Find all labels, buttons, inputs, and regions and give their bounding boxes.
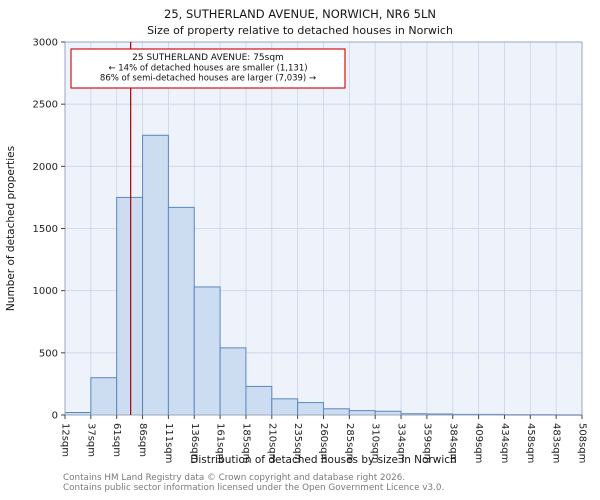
attribution-line-2: Contains public sector information licen… [63, 483, 445, 493]
y-axis-label: Number of detached properties [5, 146, 17, 311]
histogram-bar [142, 134, 169, 416]
histogram-bar [323, 408, 350, 416]
chart-subtitle: Size of property relative to detached ho… [147, 24, 453, 37]
x-tick-label: 111sqm [163, 423, 174, 463]
annotation-title: 25 SUTHERLAND AVENUE: 75sqm [132, 53, 284, 63]
histogram-bar [219, 347, 247, 416]
x-tick-label: 359sqm [421, 423, 432, 463]
x-tick-label: 434sqm [499, 423, 510, 463]
histogram-bar [167, 206, 195, 416]
x-tick-label: 384sqm [447, 423, 458, 463]
x-tick-label: 61sqm [111, 423, 122, 457]
histogram-bar [245, 385, 273, 416]
x-tick-label: 161sqm [215, 423, 226, 463]
x-axis-label: Distribution of detached houses by size … [190, 454, 456, 466]
histogram-bar [90, 377, 118, 416]
x-tick-label: 37sqm [85, 423, 96, 457]
y-tick-label: 1500 [33, 224, 58, 235]
x-tick-label: 285sqm [344, 423, 355, 463]
annotation-larger-line: 86% of semi-detached houses are larger (… [100, 74, 316, 84]
y-tick-label: 2000 [33, 162, 58, 173]
x-tick-label: 334sqm [396, 423, 407, 463]
y-tick-label: 3000 [33, 38, 58, 49]
x-tick-label: 458sqm [525, 423, 536, 463]
annotation-smaller-line: ← 14% of detached houses are smaller (1,… [108, 64, 307, 74]
x-tick-label: 260sqm [318, 423, 329, 463]
x-tick-label: 235sqm [292, 423, 303, 463]
x-tick-label: 483sqm [551, 423, 562, 463]
attribution-line-1: Contains HM Land Registry data © Crown c… [63, 473, 406, 483]
histogram-bar [271, 398, 299, 416]
histogram-bar [193, 286, 221, 416]
histogram-bar [348, 410, 376, 416]
x-tick-label: 185sqm [240, 423, 251, 463]
x-tick-label: 136sqm [189, 423, 200, 463]
annotation-box [70, 48, 346, 89]
x-tick-label: 86sqm [137, 423, 148, 457]
x-tick-label: 210sqm [266, 423, 277, 463]
histogram-bar [374, 410, 402, 416]
y-tick-label: 500 [39, 348, 58, 359]
x-tick-label: 12sqm [60, 423, 71, 457]
histogram-bar [297, 402, 324, 416]
y-tick-label: 1000 [33, 286, 58, 297]
y-tick-label: 0 [52, 411, 58, 422]
histogram-bar [116, 196, 144, 416]
x-tick-label: 409sqm [473, 423, 484, 463]
x-tick-label: 310sqm [370, 423, 381, 463]
chart-title: 25, SUTHERLAND AVENUE, NORWICH, NR6 5LN [164, 7, 436, 21]
y-tick-label: 2500 [33, 100, 58, 111]
x-tick-label: 508sqm [577, 423, 588, 463]
